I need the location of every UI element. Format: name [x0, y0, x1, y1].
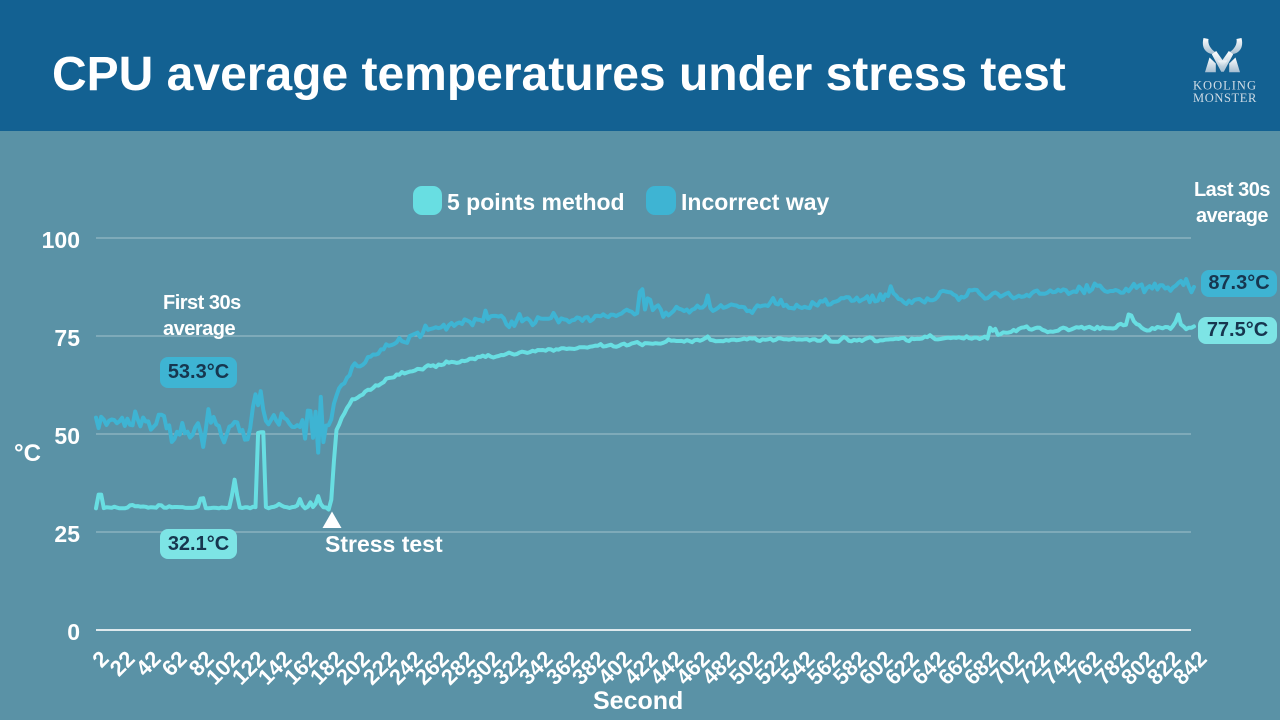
- svg-text:KOOLING: KOOLING: [1193, 79, 1257, 93]
- svg-text:MONSTER: MONSTER: [1193, 91, 1257, 105]
